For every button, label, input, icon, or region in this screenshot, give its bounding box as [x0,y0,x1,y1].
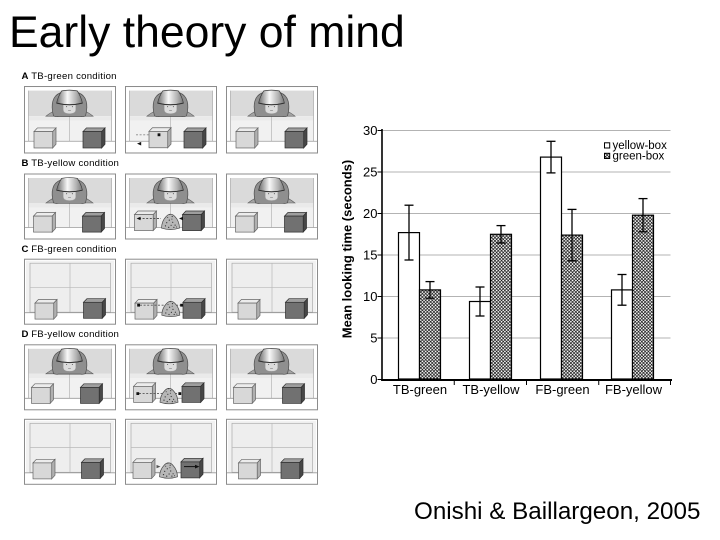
svg-text:20: 20 [363,206,377,221]
svg-text:C: C [22,244,29,255]
svg-text:green-box: green-box [613,150,665,162]
svg-text:30: 30 [363,123,377,138]
svg-text:B: B [22,158,29,169]
svg-text:TB-green: TB-green [393,382,447,397]
svg-text:TB-green condition: TB-green condition [31,71,117,82]
svg-text:FB-yellow: FB-yellow [605,382,663,397]
svg-text:Mean looking time (seconds): Mean looking time (seconds) [340,160,355,338]
svg-text:15: 15 [363,248,377,263]
svg-text:FB-green: FB-green [535,382,589,397]
svg-text:TB-yellow condition: TB-yellow condition [31,158,119,169]
svg-text:FB-yellow condition: FB-yellow condition [31,329,119,340]
svg-text:D: D [22,329,29,340]
svg-text:FB-green condition: FB-green condition [31,244,117,255]
svg-text:0: 0 [370,372,377,387]
svg-text:10: 10 [363,289,377,304]
svg-text:25: 25 [363,165,377,180]
svg-text:A: A [22,71,29,82]
svg-text:5: 5 [370,331,377,346]
svg-text:yellow-box: yellow-box [613,140,668,152]
svg-text:TB-yellow: TB-yellow [462,382,520,397]
